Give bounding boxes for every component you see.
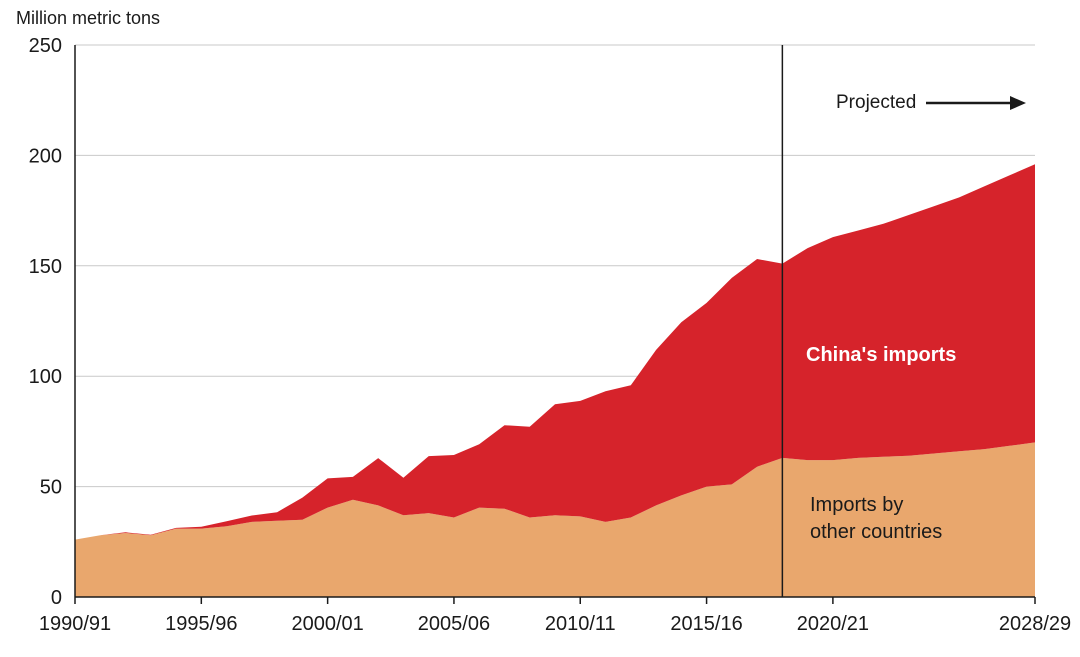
y-tick-label: 0 [51, 587, 62, 609]
y-tick-label: 250 [29, 35, 62, 57]
x-tick-label: 2010/11 [545, 613, 616, 635]
right-arrow-icon [926, 96, 1027, 110]
other-countries-label-line1: Imports by [810, 494, 904, 516]
other-countries-label: Imports by other countries [810, 492, 942, 546]
y-tick-label: 150 [29, 256, 62, 278]
x-tick-label: 1995/96 [165, 613, 237, 635]
china-imports-label: China's imports [806, 344, 957, 366]
projected-label: Projected [836, 92, 917, 113]
x-tick-label: 2020/21 [797, 613, 869, 635]
y-axis-title: Million metric tons [16, 8, 161, 28]
other-countries-label-line2: other countries [810, 521, 943, 543]
china-imports-area [75, 164, 1035, 540]
x-tick-label: 2000/01 [291, 613, 363, 635]
projected-annotation: Projected [836, 92, 1027, 114]
y-tick-label: 100 [29, 366, 62, 388]
other-countries-area [75, 442, 1035, 597]
x-tick-label: 2005/06 [418, 613, 490, 635]
x-tick-label: 1990/91 [39, 613, 111, 635]
y-tick-label: 50 [40, 477, 62, 499]
x-tick-label: 2028/29 [999, 613, 1071, 635]
y-tick-label: 200 [29, 145, 62, 167]
x-tick-label: 2015/16 [670, 613, 742, 635]
